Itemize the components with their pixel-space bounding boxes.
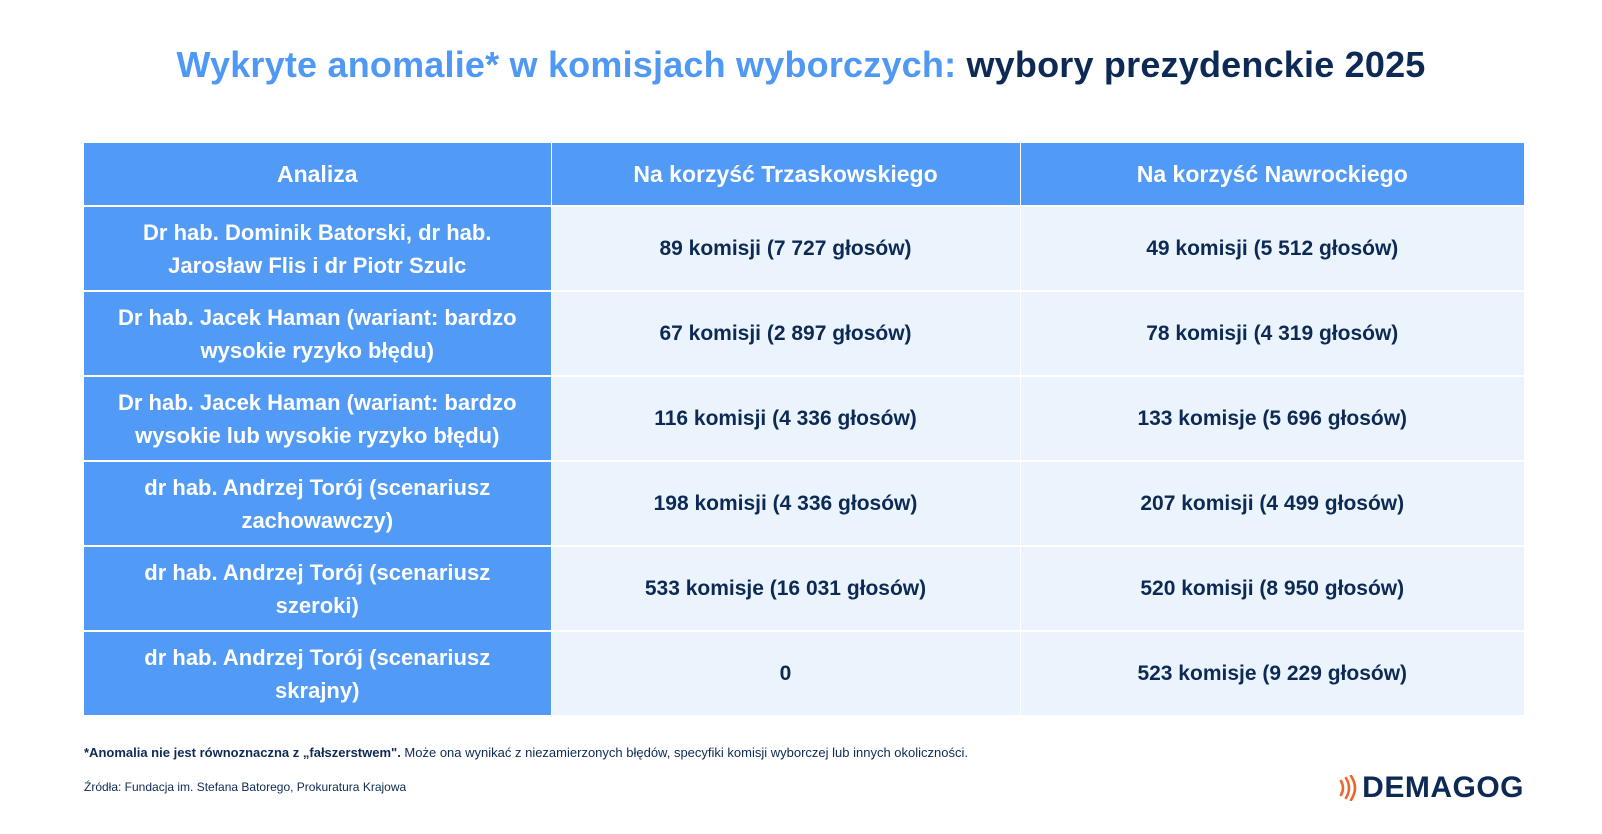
footnote-rest: Może ona wynikać z niezamierzonych błędó… [400, 745, 968, 760]
footnote-bold: *Anomalia nie jest równoznaczna z „fałsz… [84, 745, 401, 760]
title-part-2: wybory prezydenckie 2025 [966, 44, 1426, 85]
trzaskowski-cell: 67 komisji (2 897 głosów) [550, 291, 1020, 377]
analysis-line-2: skrajny) [275, 677, 360, 703]
header-analysis: Analiza [84, 143, 552, 207]
analysis-line-1: dr hab. Andrzej Torój (scenariusz [144, 474, 491, 500]
trzaskowski-cell: 198 komisji (4 336 głosów) [550, 461, 1020, 547]
analysis-cell: dr hab. Andrzej Torój (scenariusz skrajn… [84, 631, 551, 715]
anomalies-table: Analiza Na korzyść Trzaskowskiego Na kor… [84, 143, 1524, 715]
analysis-line-1: dr hab. Andrzej Torój (scenariusz [144, 644, 491, 670]
analysis-line-1: Dr hab. Jacek Haman (wariant: bardzo [117, 304, 517, 330]
nawrocki-cell: 133 komisje (5 696 głosów) [1019, 376, 1524, 462]
table-header-row: Analiza Na korzyść Trzaskowskiego Na kor… [84, 143, 1524, 207]
nawrocki-cell: 207 komisji (4 499 głosów) [1019, 461, 1524, 547]
analysis-line-2: szeroki) [275, 592, 359, 618]
analysis-cell: dr hab. Andrzej Torój (scenariusz zachow… [84, 461, 551, 547]
analysis-line-2: wysokie lub wysokie ryzyko błędu) [135, 422, 500, 448]
analysis-cell: Dr hab. Jacek Haman (wariant: bardzo wys… [84, 376, 551, 462]
analysis-line-1: Dr hab. Jacek Haman (wariant: bardzo [117, 389, 517, 415]
footnote: *Anomalia nie jest równoznaczna z „fałsz… [84, 745, 968, 760]
table-row: dr hab. Andrzej Torój (scenariusz szerok… [84, 546, 1524, 632]
sound-waves-icon [1339, 775, 1357, 801]
analysis-line-1: Dr hab. Dominik Batorski, dr hab. [143, 219, 492, 245]
analysis-cell: Dr hab. Dominik Batorski, dr hab. Jarosł… [84, 206, 551, 292]
header-trzaskowski: Na korzyść Trzaskowskiego [551, 143, 1021, 207]
header-nawrocki: Na korzyść Nawrockiego [1020, 143, 1524, 207]
table-row: dr hab. Andrzej Torój (scenariusz skrajn… [84, 631, 1524, 715]
analysis-cell: Dr hab. Jacek Haman (wariant: bardzo wys… [84, 291, 551, 377]
analysis-line-2: zachowawczy) [241, 507, 394, 533]
table-row: Dr hab. Jacek Haman (wariant: bardzo wys… [84, 376, 1524, 462]
trzaskowski-cell: 0 [550, 631, 1020, 715]
page-title: Wykryte anomalie* w komisjach wyborczych… [0, 44, 1602, 86]
table-row: Dr hab. Jacek Haman (wariant: bardzo wys… [84, 291, 1524, 377]
brand-logo: DEMAGOG [1338, 771, 1524, 805]
nawrocki-cell: 78 komisji (4 319 głosów) [1019, 291, 1524, 377]
trzaskowski-cell: 116 komisji (4 336 głosów) [550, 376, 1020, 462]
sources-note: Źródła: Fundacja im. Stefana Batorego, P… [84, 780, 407, 794]
trzaskowski-cell: 89 komisji (7 727 głosów) [550, 206, 1020, 292]
analysis-line-2: Jarosław Flis i dr Piotr Szulc [168, 252, 467, 278]
analysis-cell: dr hab. Andrzej Torój (scenariusz szerok… [84, 546, 551, 632]
nawrocki-cell: 520 komisji (8 950 głosów) [1019, 546, 1524, 632]
table-row: Dr hab. Dominik Batorski, dr hab. Jarosł… [84, 206, 1524, 292]
analysis-line-1: dr hab. Andrzej Torój (scenariusz [144, 559, 491, 585]
brand-name: DEMAGOG [1362, 771, 1524, 804]
trzaskowski-cell: 533 komisje (16 031 głosów) [550, 546, 1020, 632]
nawrocki-cell: 523 komisje (9 229 głosów) [1019, 631, 1524, 715]
table-row: dr hab. Andrzej Torój (scenariusz zachow… [84, 461, 1524, 547]
nawrocki-cell: 49 komisji (5 512 głosów) [1019, 206, 1524, 292]
analysis-line-2: wysokie ryzyko błędu) [200, 337, 435, 363]
title-part-1: Wykryte anomalie* w komisjach wyborczych… [176, 44, 957, 85]
